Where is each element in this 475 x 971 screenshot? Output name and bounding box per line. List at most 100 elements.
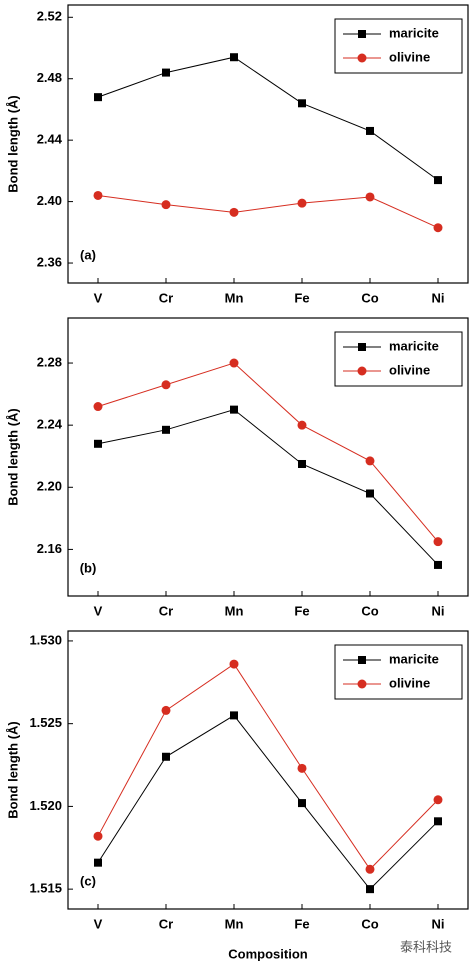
y-tick-label: 2.48 xyxy=(37,70,62,85)
y-tick-label: 2.24 xyxy=(37,417,63,432)
point xyxy=(229,659,239,669)
point xyxy=(434,176,442,185)
point xyxy=(434,817,442,826)
y-tick-label: 2.44 xyxy=(37,132,63,147)
series-line xyxy=(97,362,439,542)
point xyxy=(229,207,239,217)
point xyxy=(434,560,442,569)
point xyxy=(298,459,306,468)
x-tick-label: Co xyxy=(361,916,378,931)
legend-label: olivine xyxy=(389,49,430,64)
legend-label: maricite xyxy=(389,651,439,666)
point xyxy=(297,198,307,208)
series-line xyxy=(97,714,439,890)
point xyxy=(365,864,375,874)
panel-label: (c) xyxy=(80,873,96,888)
x-tick-label: Mn xyxy=(225,603,244,618)
watermark: 泰科科技 xyxy=(400,939,452,954)
point xyxy=(230,405,238,414)
legend-marker xyxy=(358,656,366,664)
point xyxy=(365,456,375,466)
y-tick-label: 2.28 xyxy=(37,354,62,369)
plot-frame xyxy=(67,4,469,284)
point xyxy=(298,799,306,808)
series-line xyxy=(97,409,439,566)
y-axis-label: Bond length (Å) xyxy=(5,721,20,818)
point xyxy=(94,858,102,867)
x-tick-label: Cr xyxy=(159,916,173,931)
point xyxy=(433,795,443,805)
x-tick-label: V xyxy=(94,290,103,305)
legend-marker xyxy=(358,343,366,351)
y-axis-label: Bond length (Å) xyxy=(5,95,20,192)
y-tick-label: 1.520 xyxy=(29,798,62,813)
x-tick-label: Fe xyxy=(294,290,309,305)
x-tick-label: Cr xyxy=(159,290,173,305)
point xyxy=(161,705,171,715)
legend-box xyxy=(334,644,463,700)
y-tick-label: 1.515 xyxy=(29,881,62,896)
legend-marker xyxy=(357,53,367,63)
point xyxy=(366,126,374,135)
x-tick-label: V xyxy=(94,603,103,618)
legend-box xyxy=(334,18,463,74)
y-tick-label: 2.36 xyxy=(37,254,62,269)
plot-frame xyxy=(67,630,469,910)
legend-label: olivine xyxy=(389,675,430,690)
series-line xyxy=(97,56,439,181)
x-tick-label: Fe xyxy=(294,916,309,931)
x-tick-label: Fe xyxy=(294,603,309,618)
point xyxy=(298,99,306,108)
point xyxy=(162,425,170,434)
x-tick-label: Mn xyxy=(225,290,244,305)
x-tick-label: V xyxy=(94,916,103,931)
point xyxy=(365,192,375,202)
x-tick-label: Cr xyxy=(159,603,173,618)
x-tick-label: Ni xyxy=(432,916,445,931)
point xyxy=(297,763,307,773)
legend-marker xyxy=(357,366,367,376)
x-tick-label: Co xyxy=(361,290,378,305)
point xyxy=(366,885,374,894)
point xyxy=(161,380,171,390)
y-tick-label: 2.20 xyxy=(37,479,62,494)
x-tick-label: Ni xyxy=(432,603,445,618)
y-tick-label: 2.52 xyxy=(37,9,62,24)
x-tick-label: Mn xyxy=(225,916,244,931)
point xyxy=(93,402,103,412)
point xyxy=(162,68,170,77)
panel-label: (b) xyxy=(80,560,97,575)
point xyxy=(161,200,171,210)
x-tick-label: Ni xyxy=(432,290,445,305)
point xyxy=(229,358,239,368)
legend-label: maricite xyxy=(389,338,439,353)
legend-label: maricite xyxy=(389,25,439,40)
point xyxy=(93,190,103,200)
x-tick-label: Co xyxy=(361,603,378,618)
x-axis-label: Composition xyxy=(228,946,307,961)
legend-label: olivine xyxy=(389,362,430,377)
point xyxy=(433,537,443,547)
y-tick-label: 2.16 xyxy=(37,541,62,556)
y-axis-label: Bond length (Å) xyxy=(5,408,20,505)
y-tick-label: 1.530 xyxy=(29,632,62,647)
point xyxy=(94,93,102,102)
point xyxy=(230,53,238,62)
point xyxy=(297,420,307,430)
legend-marker xyxy=(358,30,366,38)
plot-frame xyxy=(67,317,469,597)
y-tick-label: 1.525 xyxy=(29,715,62,730)
panel-label: (a) xyxy=(80,247,96,262)
series-line xyxy=(97,194,439,229)
point xyxy=(433,223,443,233)
point xyxy=(162,752,170,761)
point xyxy=(230,711,238,720)
y-tick-label: 2.40 xyxy=(37,193,62,208)
legend-box xyxy=(334,331,463,387)
point xyxy=(93,831,103,841)
legend-marker xyxy=(357,679,367,689)
point xyxy=(366,489,374,498)
series-line xyxy=(97,663,439,871)
point xyxy=(94,439,102,448)
